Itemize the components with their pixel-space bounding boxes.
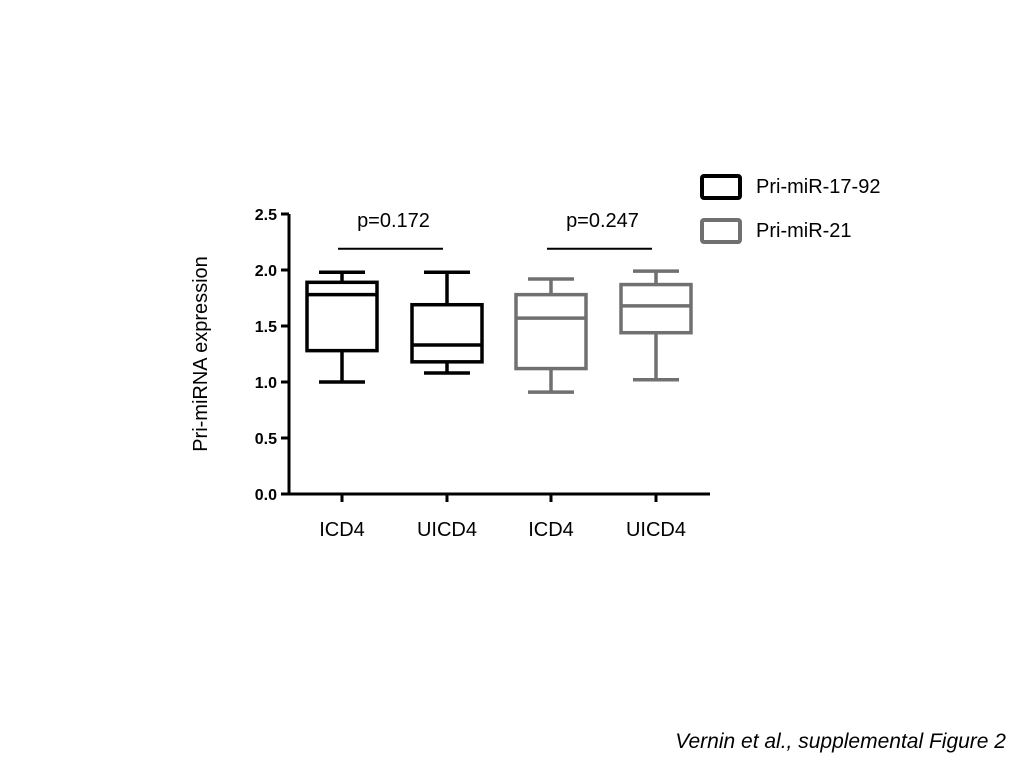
p-value-label: p=0.247 (566, 210, 639, 232)
legend-swatch (700, 218, 742, 244)
y-tick-label: 2.5 (255, 207, 277, 224)
boxes (305, 269, 693, 394)
axes: 0.0 0.5 1.0 1.5 2.0 2.5 ICD4 UICD4 ICD4 UICD4 Pri-… (190, 207, 710, 541)
legend-swatch (700, 174, 742, 200)
iqr-box (305, 280, 379, 353)
y-tick-label: 0.5 (255, 431, 277, 448)
figure-caption: Vernin et al., supplemental Figure 2 (675, 730, 1006, 753)
y-axis-label: Pri-miRNA expression (190, 256, 212, 452)
box-2 (410, 270, 484, 375)
iqr-box (514, 292, 588, 371)
x-category-label: UICD4 (626, 519, 686, 541)
y-tick-label: 1.0 (255, 375, 277, 392)
y-tick-label: 1.5 (255, 319, 277, 336)
box-4 (619, 269, 693, 382)
p-value-label: p=0.172 (357, 210, 430, 232)
legend-label: Pri-miR-21 (756, 220, 852, 242)
legend-label: Pri-miR-17-92 (756, 176, 880, 198)
x-category-label: UICD4 (417, 519, 477, 541)
legend: Pri-miR-17-92 Pri-miR-21 (700, 174, 880, 244)
annotations: p=0.172 p=0.247 (338, 210, 652, 250)
x-category-label: ICD4 (319, 519, 365, 541)
iqr-box (619, 282, 693, 335)
y-tick-label: 0.0 (255, 487, 277, 504)
y-tick-label: 2.0 (255, 263, 277, 280)
box-1 (305, 270, 379, 384)
x-category-label: ICD4 (528, 519, 574, 541)
box-3 (514, 277, 588, 394)
iqr-box (410, 302, 484, 364)
